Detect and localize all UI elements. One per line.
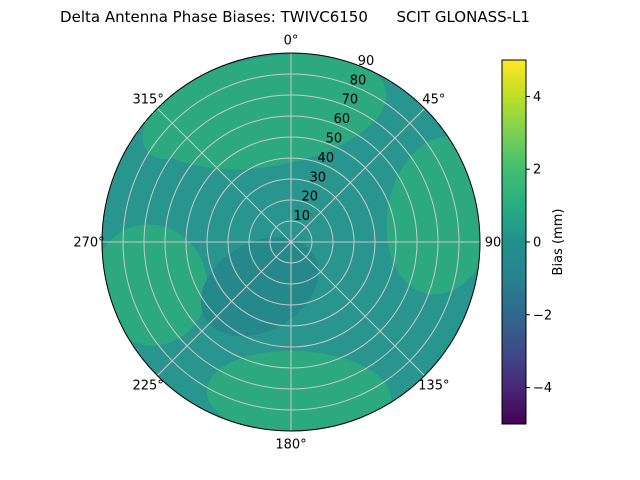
polar-spine bbox=[101, 52, 481, 432]
colorbar-tick-label: 0 bbox=[533, 236, 541, 251]
radial-tick-label: 10 bbox=[293, 209, 310, 224]
radial-tick-label: 60 bbox=[334, 112, 351, 127]
colorbar-tick-label: 2 bbox=[533, 163, 541, 178]
radial-tick-label: 80 bbox=[350, 73, 367, 88]
angular-gridline bbox=[290, 241, 425, 376]
angular-tick-label: 270° bbox=[73, 236, 104, 251]
chart-title: Delta Antenna Phase Biases: TWIVC6150 SC… bbox=[60, 8, 530, 26]
radial-tick-label: 70 bbox=[342, 93, 359, 108]
colorbar-axis-label: Bias (mm) bbox=[551, 209, 566, 276]
angular-tick-label: 135° bbox=[418, 378, 449, 393]
contour-region-green-bottom bbox=[206, 350, 392, 431]
angular-gridline bbox=[157, 241, 292, 376]
contour-region-teal-center bbox=[200, 237, 319, 337]
angular-gridline bbox=[290, 108, 425, 243]
colorbar-tick-label: −4 bbox=[533, 381, 552, 396]
radial-tick-label: 50 bbox=[326, 132, 343, 147]
radial-tick-label: 30 bbox=[310, 170, 327, 185]
angular-tick-label: 225° bbox=[133, 378, 164, 393]
colorbar-tick-label: 4 bbox=[533, 90, 541, 105]
radial-tick-label: 90 bbox=[358, 54, 375, 69]
angular-tick-label: 0° bbox=[284, 34, 299, 49]
colorbar bbox=[501, 59, 527, 425]
radial-tick-label: 40 bbox=[318, 151, 335, 166]
radial-tick-label: 20 bbox=[301, 190, 318, 205]
angular-tick-label: 315° bbox=[133, 93, 164, 108]
contour-region-green-top bbox=[149, 54, 387, 170]
angular-gridline bbox=[157, 108, 292, 243]
angular-tick-label: 90 bbox=[485, 236, 502, 251]
angular-tick-label: 45° bbox=[422, 93, 445, 108]
polar-grid bbox=[102, 53, 480, 431]
colorbar-tick-label: −2 bbox=[533, 308, 552, 323]
angular-tick-label: 180° bbox=[275, 438, 306, 453]
